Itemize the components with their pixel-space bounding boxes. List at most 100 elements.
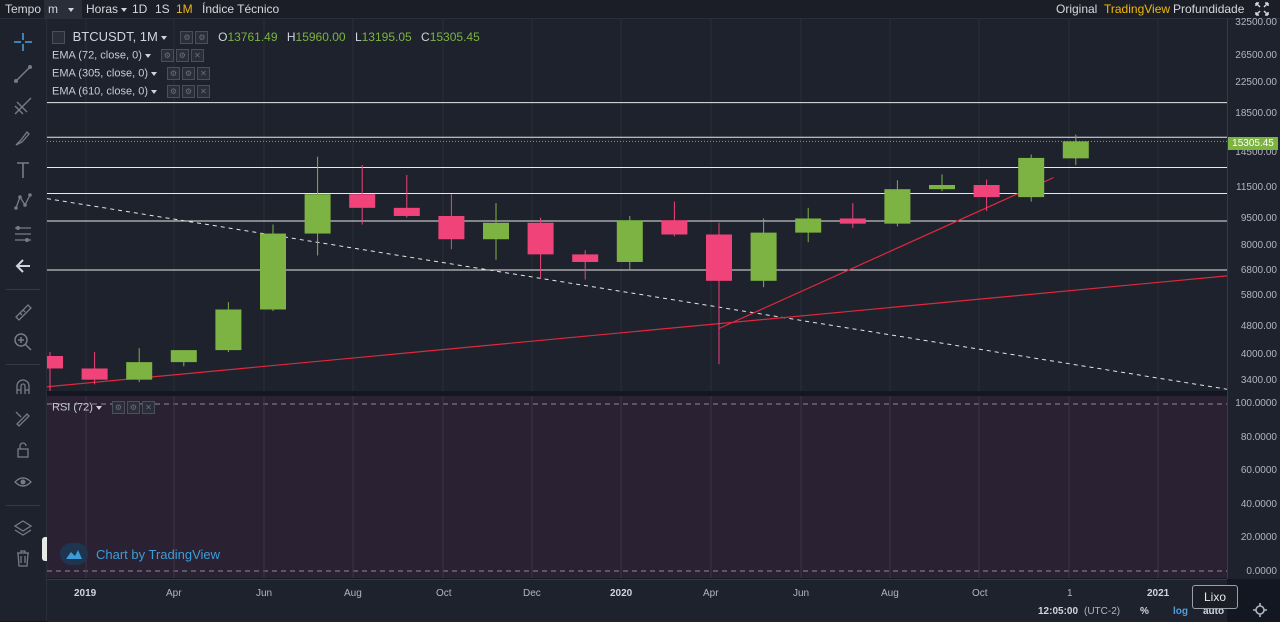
fullscreen-icon[interactable]: [1255, 0, 1271, 18]
price-label: 32500.00: [1235, 17, 1277, 28]
time-label: Jun: [793, 588, 810, 599]
gear-icon[interactable]: [1253, 603, 1267, 617]
fib-tool-icon[interactable]: [10, 93, 36, 119]
price-label: 26500.00: [1235, 50, 1277, 61]
indicator-ema-305[interactable]: EMA (305, close, 0) ⚙ ⚙ ✕: [52, 67, 210, 80]
price-label: 22500.00: [1235, 77, 1277, 88]
time-label: Oct: [436, 588, 452, 599]
candle-body: [929, 185, 955, 190]
time-label: Apr: [166, 588, 182, 599]
hours-select[interactable]: Horas: [86, 0, 128, 18]
percent-toggle[interactable]: %: [1140, 606, 1149, 617]
brush-icon[interactable]: [10, 125, 36, 151]
candle-body: [126, 362, 153, 380]
candle-body: [1018, 157, 1045, 198]
price-label: 18500.00: [1235, 108, 1277, 119]
trend-line-icon[interactable]: [10, 61, 36, 87]
time-label: 2019: [74, 588, 97, 599]
settings-icon[interactable]: ⚙: [180, 31, 194, 45]
minute-select[interactable]: m: [44, 0, 82, 18]
tempo-label: Tempo: [5, 2, 42, 16]
view-tradingview[interactable]: TradingView: [1104, 2, 1171, 16]
text-tool-icon[interactable]: [10, 157, 36, 183]
candle-body: [393, 207, 420, 216]
collapse-icon[interactable]: [52, 31, 65, 45]
pane-separator[interactable]: [47, 391, 1227, 396]
source-icon[interactable]: ⚙: [195, 31, 209, 45]
candle-body: [349, 194, 376, 208]
time-label: 2021: [1147, 588, 1170, 599]
interval-1d[interactable]: 1D: [132, 2, 148, 16]
magnet-icon[interactable]: [10, 374, 36, 400]
symbol-label[interactable]: BTCUSDT, 1M: [72, 29, 158, 44]
candle-body: [81, 368, 108, 380]
low-value: 13195.05: [361, 30, 412, 44]
candle-body: [483, 222, 509, 240]
log-toggle[interactable]: log: [1173, 606, 1188, 617]
candle-body: [706, 234, 732, 281]
open-value: 13761.49: [227, 30, 278, 44]
price-axis[interactable]: 32500.00 26500.00 22500.00 18500.00 1450…: [1227, 17, 1280, 579]
time-axis[interactable]: 2019 Apr Jun Aug Oct Dec 2020 Apr Jun Au…: [47, 579, 1227, 622]
rsi-label: 20.0000: [1240, 532, 1277, 543]
time-label: Aug: [344, 588, 362, 599]
tooltip: Lixo: [1192, 585, 1238, 609]
price-label: 5800.00: [1240, 290, 1277, 301]
candle-body: [47, 356, 63, 369]
rsi-label: 80.0000: [1240, 432, 1277, 443]
support-trendline: [47, 275, 1227, 388]
chart-legend: BTCUSDT, 1M ⚙ ⚙ O13761.49 H15960.00 L1319…: [52, 29, 480, 45]
candle-body: [661, 220, 688, 235]
indicator-rsi[interactable]: RSI (72) ⚙ ⚙ ✕: [52, 401, 155, 414]
rsi-label: 40.0000: [1240, 499, 1277, 510]
back-arrow-icon[interactable]: [10, 253, 36, 279]
candle-body: [795, 218, 822, 233]
close-icon: ✕: [197, 85, 210, 98]
rsi-pane[interactable]: [47, 396, 1227, 578]
close-value: 15305.45: [429, 30, 480, 44]
trash-icon[interactable]: [10, 545, 36, 571]
top-toolbar: Tempo m Horas 1D 1S 1M Índice Técnico Or…: [0, 0, 1280, 19]
lock-drawing-icon[interactable]: [10, 405, 36, 431]
indicator-ema-72[interactable]: EMA (72, close, 0) ⚙ ⚙ ✕: [52, 49, 204, 62]
crosshair-icon[interactable]: [10, 29, 36, 55]
view-original[interactable]: Original: [1056, 2, 1098, 16]
last-price-tag: 15305.45: [1228, 137, 1278, 150]
candle-body: [1062, 141, 1089, 159]
pattern-tool-icon[interactable]: [10, 189, 36, 215]
auto-toggle[interactable]: auto: [1203, 606, 1225, 617]
high-value: 15960.00: [295, 30, 346, 44]
candle-body: [215, 309, 242, 351]
lock-icon[interactable]: [10, 437, 36, 463]
price-chart-pane[interactable]: [47, 19, 1227, 391]
close-icon: ✕: [141, 401, 155, 414]
candle-body: [438, 215, 465, 240]
interval-1m[interactable]: 1M: [176, 2, 193, 16]
rsi-label: 60.0000: [1240, 465, 1277, 476]
timezone[interactable]: (UTC-2): [1084, 606, 1121, 617]
rsi-chart: [47, 396, 1227, 578]
candle-body: [616, 220, 643, 262]
clock: 12:05:00: [1038, 606, 1079, 617]
technical-index-button[interactable]: Índice Técnico: [202, 2, 280, 16]
price-label: 11500.00: [1236, 182, 1277, 193]
indicator-ema-610[interactable]: EMA (610, close, 0) ⚙ ⚙ ✕: [52, 85, 210, 98]
candle-body: [973, 185, 1000, 198]
ruler-icon[interactable]: [10, 299, 36, 325]
price-label: 4800.00: [1240, 321, 1277, 332]
candle-body: [884, 189, 911, 224]
zoom-icon[interactable]: [10, 329, 36, 355]
tradingview-watermark[interactable]: Chart by TradingView: [60, 543, 220, 565]
price-label: 8000.00: [1240, 240, 1277, 251]
time-label: Oct: [972, 588, 988, 599]
layers-icon[interactable]: [10, 515, 36, 541]
view-depth[interactable]: Profundidade: [1173, 2, 1245, 16]
candle-body: [839, 218, 866, 224]
time-label: Dec: [523, 588, 541, 599]
prediction-tool-icon[interactable]: [10, 221, 36, 247]
price-label: 9500.00: [1240, 213, 1277, 224]
toolbar-collapse-handle[interactable]: [42, 537, 50, 561]
eye-icon[interactable]: [10, 469, 36, 495]
close-icon: ✕: [190, 49, 204, 62]
interval-1s[interactable]: 1S: [155, 2, 170, 16]
